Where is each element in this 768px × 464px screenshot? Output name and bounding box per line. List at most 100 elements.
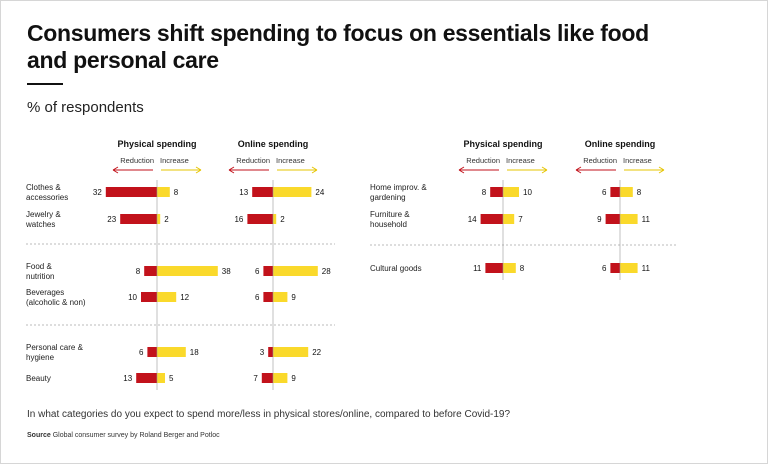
bar-increase-physical [157,347,186,357]
category-label: hygiene [26,353,55,362]
column-header-physical: Physical spending [117,139,196,149]
value-label-reduction: 6 [139,348,144,357]
bar-increase-physical [157,373,165,383]
bar-reduction-physical [490,187,503,197]
bar-reduction-online [610,263,620,273]
direction-label-increase: Increase [506,156,535,165]
category-label: accessories [26,193,68,202]
category-label: gardening [370,193,406,202]
direction-label-reduction: Reduction [236,156,270,165]
category-label: Cultural goods [370,264,422,273]
value-label-increase: 28 [322,267,331,276]
category-label: watches [25,220,55,229]
bar-reduction-online [261,373,273,383]
bar-increase-online [273,214,277,224]
category-label: household [370,220,407,229]
category-label: Furniture & [370,210,410,219]
bar-reduction-physical [136,373,157,383]
bar-increase-online [273,373,288,383]
value-label-reduction: 10 [128,293,137,302]
source-label: Source [27,432,51,439]
increase-arrowhead [541,166,548,174]
bar-reduction-physical [480,214,503,224]
value-label-reduction: 6 [602,188,607,197]
bar-increase-physical [503,263,516,273]
category-label: nutrition [26,272,54,281]
title-underline [27,83,63,85]
value-label-increase: 8 [637,188,642,197]
column-header-online: Online spending [238,139,309,149]
value-label-increase: 11 [642,264,651,273]
increase-arrowhead [311,166,318,174]
value-label-reduction: 23 [107,215,116,224]
value-label-reduction: 3 [260,348,265,357]
category-label: Beverages [26,288,64,297]
value-label-increase: 2 [164,215,169,224]
direction-label-reduction: Reduction [583,156,617,165]
bar-increase-online [273,347,309,357]
category-label: (alcoholic & non) [26,298,86,307]
bar-increase-online [620,263,638,273]
reduction-arrowhead [458,166,465,174]
bar-reduction-physical [144,266,157,276]
value-label-increase: 10 [523,188,532,197]
direction-label-reduction: Reduction [120,156,154,165]
chart-subtitle: % of respondents [27,99,144,116]
value-label-reduction: 13 [123,374,132,383]
page-title: Consumers shift spending to focus on ess… [27,20,649,73]
bar-reduction-physical [147,347,157,357]
value-label-increase: 12 [180,293,189,302]
value-label-increase: 9 [291,374,296,383]
reduction-arrowhead [228,166,235,174]
source-note: Source Global consumer survey by Roland … [27,432,220,439]
bar-increase-online [620,214,638,224]
value-label-increase: 38 [222,267,231,276]
bar-reduction-online [263,266,273,276]
bar-increase-online [273,292,288,302]
direction-label-increase: Increase [160,156,189,165]
value-label-increase: 9 [291,293,296,302]
value-label-increase: 11 [642,215,651,224]
bar-reduction-online [252,187,273,197]
value-label-increase: 8 [520,264,525,273]
value-label-reduction: 8 [136,267,141,276]
bar-reduction-physical [105,187,157,197]
value-label-reduction: 14 [468,215,477,224]
direction-label-reduction: Reduction [466,156,500,165]
value-label-increase: 24 [315,188,324,197]
bar-reduction-online [605,214,620,224]
bar-increase-online [273,266,318,276]
category-label: Home improv. & [370,183,427,192]
category-label: Beauty [26,374,51,383]
value-label-increase: 18 [190,348,199,357]
value-label-reduction: 6 [255,267,260,276]
bar-reduction-online [268,347,273,357]
bar-increase-physical [157,292,177,302]
category-label: Personal care & [26,343,84,352]
value-label-reduction: 9 [597,215,602,224]
value-label-increase: 22 [312,348,321,357]
column-header-physical: Physical spending [463,139,542,149]
source-text: Global consumer survey by Roland Berger … [52,432,220,439]
bar-increase-physical [157,187,170,197]
direction-label-increase: Increase [623,156,652,165]
reduction-arrowhead [575,166,582,174]
bar-increase-online [620,187,633,197]
category-label: Clothes & [26,183,61,192]
reduction-arrowhead [112,166,119,174]
value-label-reduction: 16 [234,215,243,224]
bar-increase-online [273,187,312,197]
value-label-increase: 8 [174,188,179,197]
increase-arrowhead [195,166,202,174]
value-label-reduction: 8 [482,188,487,197]
bar-increase-physical [157,214,161,224]
value-label-reduction: 11 [473,264,482,273]
category-label: Food & [26,262,52,271]
value-label-increase: 7 [518,215,523,224]
bar-reduction-online [263,292,273,302]
bar-increase-physical [503,187,519,197]
bar-reduction-online [247,214,273,224]
survey-question: In what categories do you expect to spen… [27,409,511,420]
value-label-increase: 2 [280,215,285,224]
